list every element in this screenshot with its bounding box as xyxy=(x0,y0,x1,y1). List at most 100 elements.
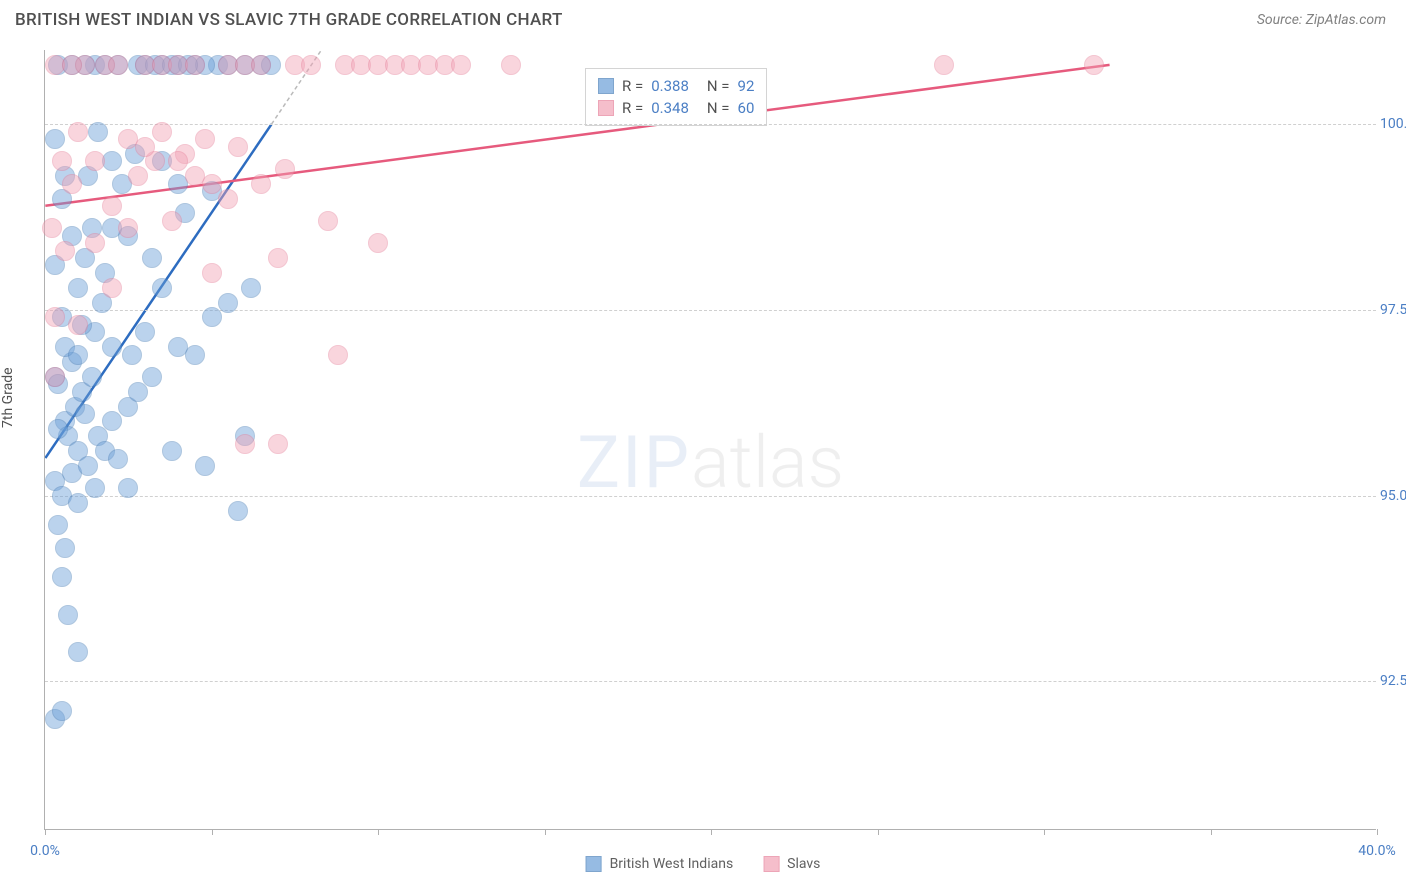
data-point xyxy=(102,196,122,216)
data-point xyxy=(52,567,72,587)
data-point xyxy=(52,151,72,171)
data-point xyxy=(275,159,295,179)
data-point xyxy=(42,218,62,238)
legend-item: British West Indians xyxy=(586,856,734,872)
legend-swatch xyxy=(586,856,602,872)
data-point xyxy=(118,218,138,238)
gridline xyxy=(45,496,1376,497)
data-point xyxy=(241,278,261,298)
watermark: ZIPatlas xyxy=(577,420,844,505)
data-point xyxy=(135,322,155,342)
data-point xyxy=(48,515,68,535)
data-point xyxy=(122,345,142,365)
data-point xyxy=(185,166,205,186)
legend-label: Slavs xyxy=(787,856,820,872)
x-tick-label: 0.0% xyxy=(30,843,60,859)
data-point xyxy=(108,55,128,75)
x-tick xyxy=(1211,829,1212,835)
data-point xyxy=(142,367,162,387)
r-value: 0.348 xyxy=(651,99,689,117)
legend-swatch xyxy=(763,856,779,872)
data-point xyxy=(78,456,98,476)
watermark-atlas: atlas xyxy=(691,420,844,505)
data-point xyxy=(228,501,248,521)
data-point xyxy=(45,307,65,327)
gridline xyxy=(45,681,1376,682)
data-point xyxy=(68,278,88,298)
x-tick xyxy=(1044,829,1045,835)
data-point xyxy=(102,411,122,431)
data-point xyxy=(55,241,75,261)
data-point xyxy=(128,166,148,186)
x-tick xyxy=(45,829,46,835)
data-point xyxy=(185,55,205,75)
data-point xyxy=(228,137,248,157)
x-tick xyxy=(545,829,546,835)
legend-label: British West Indians xyxy=(610,856,734,872)
data-point xyxy=(218,189,238,209)
x-tick xyxy=(1377,829,1378,835)
data-point xyxy=(52,701,72,721)
data-point xyxy=(118,478,138,498)
data-point xyxy=(68,345,88,365)
data-point xyxy=(85,151,105,171)
data-point xyxy=(318,211,338,231)
data-point xyxy=(501,55,521,75)
data-point xyxy=(185,345,205,365)
y-tick-label: 95.0% xyxy=(1380,488,1406,504)
x-tick-label: 40.0% xyxy=(1358,843,1396,859)
data-point xyxy=(162,211,182,231)
data-point xyxy=(102,337,122,357)
data-point xyxy=(142,248,162,268)
x-tick xyxy=(378,829,379,835)
n-label: N = xyxy=(707,99,730,117)
plot-area: ZIPatlas R =0.388N =92R =0.348N =60 92.5… xyxy=(44,50,1376,830)
series-legend: British West Indians Slavs xyxy=(586,856,821,872)
x-tick xyxy=(878,829,879,835)
data-point xyxy=(85,478,105,498)
data-point xyxy=(45,367,65,387)
n-label: N = xyxy=(707,77,730,95)
x-tick xyxy=(212,829,213,835)
legend-item: Slavs xyxy=(763,856,820,872)
y-tick-label: 97.5% xyxy=(1380,302,1406,318)
chart-title: BRITISH WEST INDIAN VS SLAVIC 7TH GRADE … xyxy=(15,10,563,30)
data-point xyxy=(68,642,88,662)
data-point xyxy=(68,315,88,335)
data-point xyxy=(195,456,215,476)
data-point xyxy=(102,278,122,298)
y-tick-label: 92.5% xyxy=(1380,673,1406,689)
data-point xyxy=(218,293,238,313)
gridline xyxy=(45,124,1376,125)
data-point xyxy=(58,605,78,625)
gridline xyxy=(45,310,1376,311)
data-point xyxy=(62,174,82,194)
data-point xyxy=(168,151,188,171)
data-point xyxy=(152,278,172,298)
data-point xyxy=(451,55,471,75)
chart-container: 7th Grade ZIPatlas R =0.388N =92R =0.348… xyxy=(0,40,1406,892)
data-point xyxy=(45,129,65,149)
data-point xyxy=(251,174,271,194)
legend-swatch xyxy=(598,78,614,94)
correlation-legend-row: R =0.348N =60 xyxy=(598,97,754,119)
data-point xyxy=(82,367,102,387)
data-point xyxy=(88,122,108,142)
data-point xyxy=(251,55,271,75)
data-point xyxy=(202,263,222,283)
data-point xyxy=(135,137,155,157)
n-value: 60 xyxy=(738,99,755,117)
data-point xyxy=(48,419,68,439)
data-point xyxy=(68,122,88,142)
data-point xyxy=(368,233,388,253)
data-point xyxy=(301,55,321,75)
y-axis-label: 7th Grade xyxy=(0,367,16,428)
source-attribution: Source: ZipAtlas.com xyxy=(1257,12,1386,28)
data-point xyxy=(62,55,82,75)
correlation-legend: R =0.388N =92R =0.348N =60 xyxy=(585,68,767,126)
data-point xyxy=(152,122,172,142)
watermark-zip: ZIP xyxy=(577,420,691,505)
y-tick-label: 100.0% xyxy=(1380,116,1406,132)
x-tick xyxy=(711,829,712,835)
data-point xyxy=(268,248,288,268)
